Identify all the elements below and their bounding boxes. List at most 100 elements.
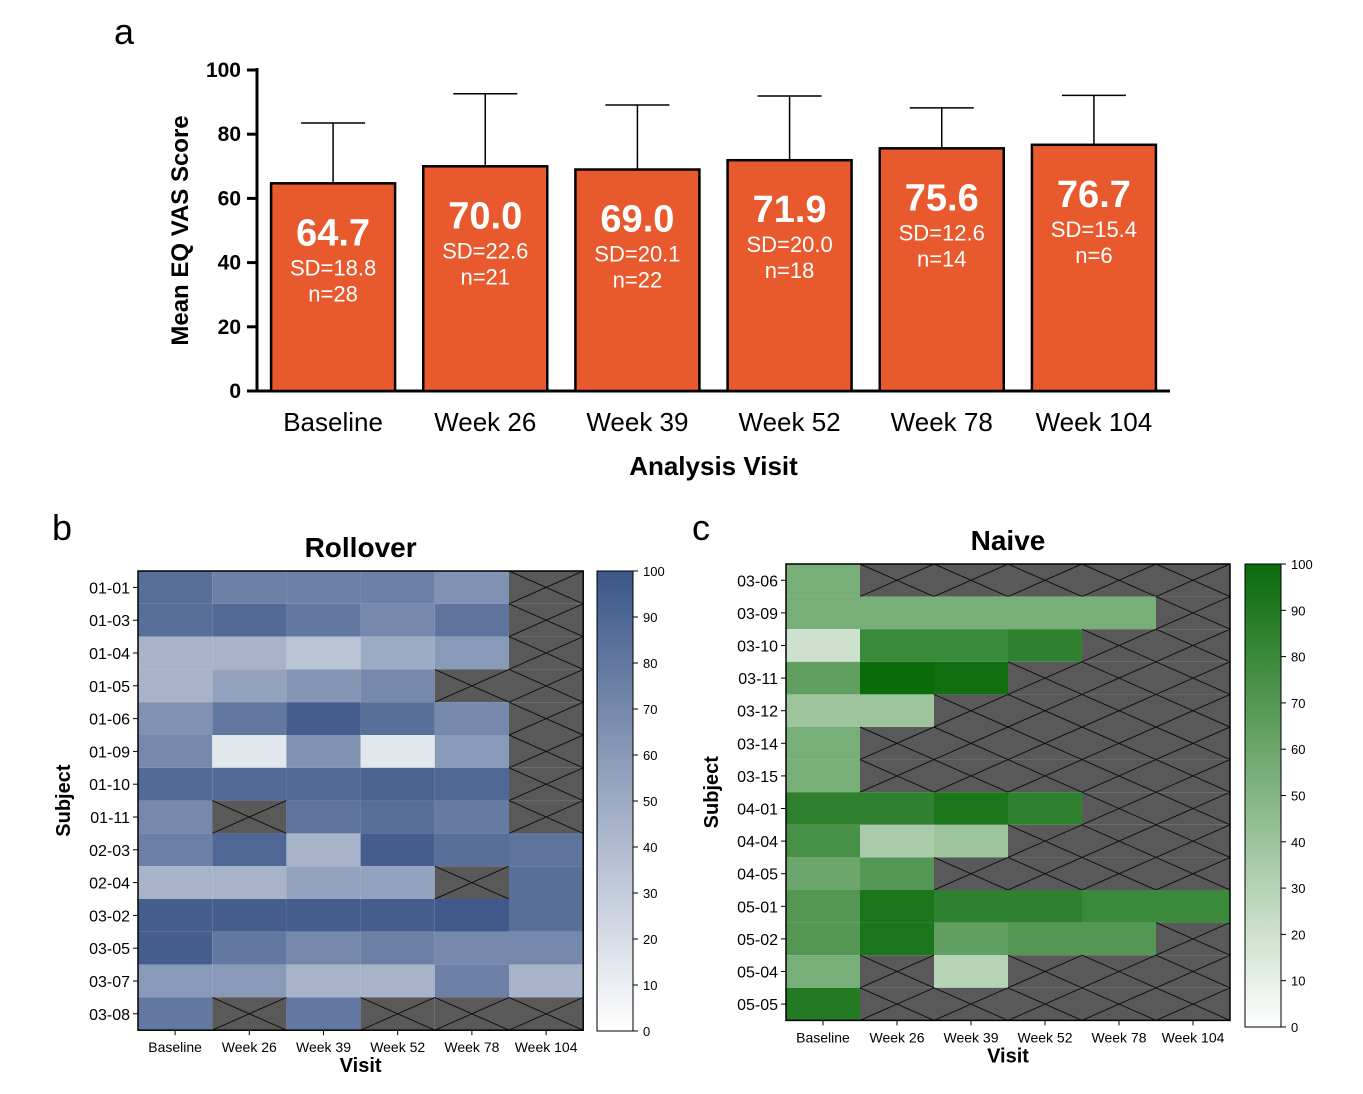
bar-value-label: 70.0 xyxy=(448,195,522,237)
heatmap-cell xyxy=(286,702,361,735)
heatmap-cell xyxy=(786,596,860,630)
colorbar-tick-label: 40 xyxy=(1291,835,1305,850)
bar-sd-label: SD=20.0 xyxy=(746,232,832,257)
bar-value-label: 75.6 xyxy=(905,177,979,219)
heatmap-cell xyxy=(360,735,435,768)
missing-cross-line xyxy=(859,954,935,989)
visit-label: Baseline xyxy=(796,1029,850,1045)
heatmap-cell xyxy=(360,702,435,735)
visit-label: Week 26 xyxy=(870,1029,925,1045)
heatmap-cell xyxy=(286,767,361,801)
colorbar-tick-label: 30 xyxy=(1291,881,1305,896)
heatmap-cell xyxy=(138,735,213,768)
heatmap-cell xyxy=(786,890,860,923)
missing-cross-line xyxy=(508,701,584,736)
panel-letter-b: b xyxy=(52,507,72,548)
missing-cross-line xyxy=(1155,824,1231,858)
heatmap-cell xyxy=(286,833,361,867)
heatmap-cell xyxy=(1008,792,1082,825)
y-tick-label: 20 xyxy=(218,316,241,339)
heatmap-cell xyxy=(786,661,860,695)
subject-label: 01-04 xyxy=(89,646,130,663)
heatmap-cell xyxy=(934,955,1008,988)
missing-cross-line xyxy=(859,987,935,1021)
heatmap-cell xyxy=(860,694,934,727)
missing-cross-line xyxy=(1081,987,1157,1021)
heatmap-cell xyxy=(360,899,435,932)
heatmap-cell xyxy=(434,899,509,932)
heatmap-cell xyxy=(934,824,1008,858)
bar-n-label: n=18 xyxy=(765,258,815,283)
subject-label: 03-15 xyxy=(737,769,778,786)
heatmap-cell xyxy=(212,669,287,703)
visit-label: Week 26 xyxy=(222,1039,277,1055)
y-axis-title: Subject xyxy=(53,764,75,837)
heatmap-cell xyxy=(360,833,435,867)
heatmap-cell xyxy=(786,987,860,1021)
missing-cross-line xyxy=(933,563,1009,598)
subject-label: 01-11 xyxy=(90,810,130,827)
heatmap-cell xyxy=(286,603,361,637)
heatmap-cell xyxy=(860,596,934,630)
heatmap-cell xyxy=(138,833,213,867)
heatmap-cell xyxy=(360,800,435,834)
colorbar-tick-label: 70 xyxy=(1291,696,1305,711)
bar-week-26 xyxy=(422,165,549,393)
heatmap-cell xyxy=(434,800,509,834)
bar-sd-label: SD=18.8 xyxy=(290,255,376,280)
missing-cross-line xyxy=(1007,954,1083,989)
colorbar-tick-label: 0 xyxy=(643,1024,650,1039)
colorbar-tick-label: 50 xyxy=(643,794,657,809)
subject-label: 04-01 xyxy=(737,802,778,819)
heatmap-cell xyxy=(360,964,435,998)
heatmap-cell xyxy=(786,922,860,956)
heatmap-cell xyxy=(138,702,213,735)
missing-cross-line xyxy=(859,759,935,793)
heatmap-cell xyxy=(286,931,361,965)
heatmap-cell xyxy=(434,964,509,998)
heatmap-cell xyxy=(138,603,213,637)
y-tick-label: 60 xyxy=(218,187,241,210)
x-tick-label: Week 39 xyxy=(586,407,688,437)
bar-n-label: n=22 xyxy=(613,268,663,293)
heatmap-title: Naive xyxy=(971,525,1046,556)
x-tick-label: Week 26 xyxy=(434,407,536,437)
heatmap-cell xyxy=(212,964,287,998)
heatmap-cell xyxy=(434,603,509,637)
missing-cross-line xyxy=(1081,661,1157,695)
heatmap-cell xyxy=(138,669,213,703)
heatmap-cell xyxy=(138,997,213,1031)
missing-cross-line xyxy=(933,856,1009,891)
missing-cross-line xyxy=(1007,824,1083,858)
heatmap-cell xyxy=(434,833,509,867)
bar-week-78 xyxy=(878,147,1005,393)
heatmap-cell xyxy=(138,899,213,932)
missing-cross-line xyxy=(1155,661,1231,695)
missing-cross-line xyxy=(1081,791,1157,826)
colorbar-tick-label: 10 xyxy=(1291,974,1305,989)
heatmap-cell xyxy=(509,899,584,932)
heatmap-cell xyxy=(286,800,361,834)
subject-label: 03-02 xyxy=(89,908,130,925)
heatmap-cell xyxy=(1156,890,1230,923)
heatmap-cell xyxy=(434,931,509,965)
heatmap-cell xyxy=(786,759,860,793)
visit-label: Week 78 xyxy=(444,1039,499,1055)
missing-cross-line xyxy=(1007,661,1083,695)
heatmap-cell xyxy=(286,735,361,768)
missing-cross-line xyxy=(434,668,510,703)
missing-cross-line xyxy=(508,800,584,834)
subject-label: 03-10 xyxy=(737,639,778,656)
visit-label: Week 104 xyxy=(1162,1029,1225,1045)
heatmap-panel-c: 03-06 03-09 03-10 03-11 03-12 03-14 03-15 04-01… xyxy=(701,525,1313,1067)
missing-cross-line xyxy=(1007,987,1083,1021)
colorbar-tick-label: 80 xyxy=(1291,650,1305,665)
heatmap-cell xyxy=(286,899,361,932)
bar-sd-label: SD=12.6 xyxy=(899,220,985,245)
missing-cross-line xyxy=(1081,856,1157,891)
missing-cross-line xyxy=(1007,856,1083,891)
colorbar-tick-label: 90 xyxy=(1291,603,1305,618)
bar-n-label: n=21 xyxy=(460,264,510,289)
colorbar-tick-label: 70 xyxy=(643,702,657,717)
heatmap-cell xyxy=(934,596,1008,630)
